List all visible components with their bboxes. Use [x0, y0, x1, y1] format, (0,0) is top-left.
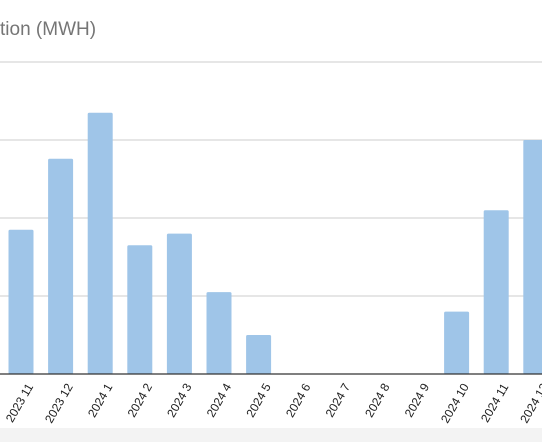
x-tick-label: 2024 4 — [204, 381, 235, 420]
chart-title: tion (MWH) — [0, 19, 97, 40]
bar-2024-5 — [246, 335, 272, 374]
x-tick-label: 2024 3 — [164, 381, 195, 420]
bar-2024-4 — [206, 292, 232, 374]
bar-2024-11 — [483, 210, 509, 374]
x-tick-label: 2024 10 — [438, 381, 472, 426]
x-tick-label: 2024 8 — [362, 381, 393, 420]
bar-2023-11 — [8, 229, 34, 374]
x-tick-label: 2024 7 — [323, 381, 354, 420]
x-tick-label: 2024 1 — [85, 381, 116, 420]
bar-2024-10 — [444, 311, 470, 374]
gridlines — [0, 61, 542, 297]
x-tick-label: 2023 12 — [42, 381, 76, 426]
x-tick-labels: 2023 11 2023 12 2024 1 2024 2 2024 3 2024 4 20… — [3, 381, 542, 426]
x-tick-label: 2024 2 — [125, 381, 156, 420]
bars — [8, 112, 542, 374]
x-tick-label: 2024 6 — [283, 381, 314, 420]
footer-band — [0, 428, 542, 442]
bar-2024-1 — [87, 112, 113, 374]
x-tick-label: 2024 5 — [243, 381, 274, 420]
bar-2024-12 — [523, 140, 542, 374]
x-tick-label: 2024 11 — [478, 381, 512, 425]
x-tick-label: 2024 9 — [402, 381, 433, 420]
bar-2024-3 — [166, 233, 192, 374]
bar-2023-12 — [48, 158, 74, 374]
x-tick-label: 2023 11 — [3, 381, 37, 425]
bar-2024-2 — [127, 245, 153, 374]
x-tick-label: 2024 12 — [517, 381, 542, 426]
